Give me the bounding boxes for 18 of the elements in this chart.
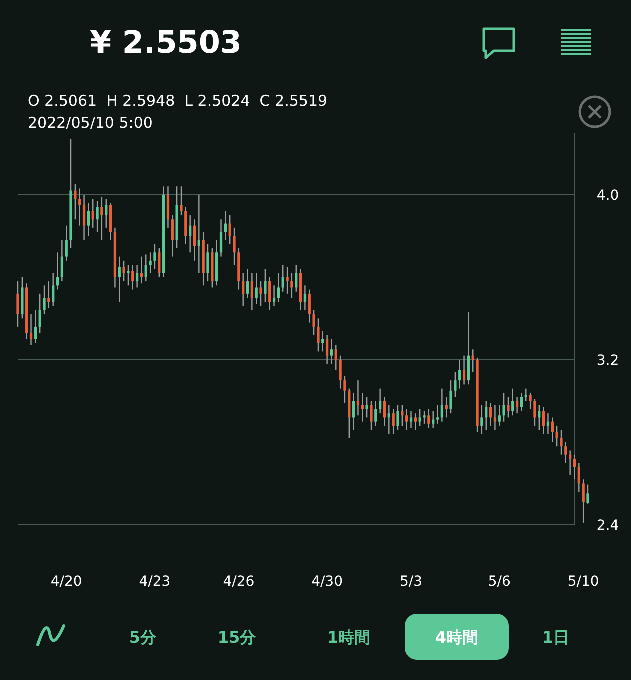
y-tick-label: 2.4 — [596, 518, 620, 534]
text: 1時間 — [327, 628, 371, 647]
x-tick-label: 5/3 — [400, 574, 423, 590]
x-tick-label: 5/10 — [568, 574, 600, 590]
x-tick-label: 4/23 — [139, 574, 171, 590]
x-tick-label: 4/20 — [50, 574, 82, 590]
chart-subtitle: O 2.5061 H 2.5948 L 2.5024 C 2.5519 — [28, 92, 328, 110]
x-tick-label: 4/30 — [312, 574, 344, 590]
text: 2022/05/10 5:00 — [28, 114, 153, 132]
x-tick-label: 5/6 — [488, 574, 511, 590]
y-tick-label: 4.0 — [596, 188, 620, 204]
y-tick-label: 3.2 — [596, 352, 620, 369]
x-tick-label: 4/26 — [223, 574, 255, 590]
text: 1日 — [542, 628, 570, 647]
text: 5分 — [129, 628, 158, 647]
text: 15分 — [218, 628, 258, 647]
text: 4時間 — [435, 628, 479, 647]
chart-title: ¥ 2.5503 — [90, 25, 242, 61]
